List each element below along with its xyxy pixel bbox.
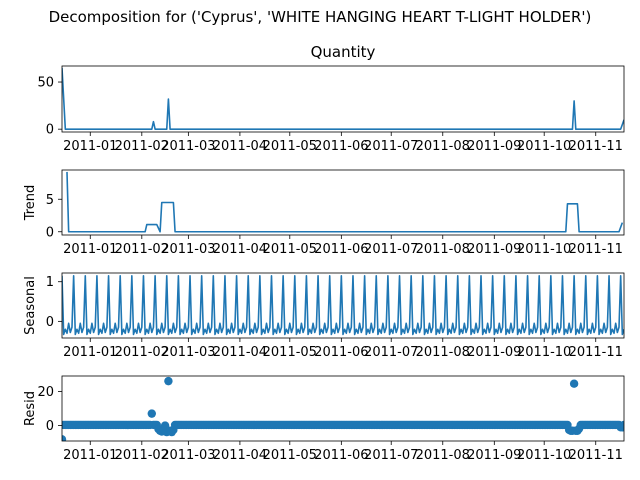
x-tick-label: 2011-04 bbox=[213, 242, 267, 257]
x-tick-label: 2011-09 bbox=[467, 242, 521, 257]
x-tick-label: 2011-04 bbox=[213, 448, 267, 463]
series-group bbox=[62, 67, 624, 130]
y-tick-label: 50 bbox=[37, 76, 54, 91]
trend-panel: Trend052011-012011-022011-032011-042011-… bbox=[23, 169, 625, 257]
x-tick-label: 2011-11 bbox=[569, 139, 623, 154]
axes-frame bbox=[61, 65, 625, 133]
x-tick-label: 2011-05 bbox=[263, 345, 317, 360]
x-tick-label: 2011-09 bbox=[467, 345, 521, 360]
x-tick-label: 2011-10 bbox=[517, 242, 571, 257]
resid-point bbox=[147, 409, 156, 418]
quantity-panel: Quantity0502011-012011-022011-032011-042… bbox=[37, 43, 625, 154]
resid-point bbox=[164, 376, 173, 386]
x-tick-label: 2011-04 bbox=[213, 139, 267, 154]
x-tick-label: 2011-02 bbox=[115, 345, 169, 360]
axes-frame bbox=[61, 375, 625, 442]
y-tick-label: 0 bbox=[46, 123, 54, 138]
x-tick-label: 2011-06 bbox=[314, 139, 368, 154]
series-group bbox=[66, 171, 624, 233]
resid-point bbox=[62, 435, 67, 441]
y-axis-label: Seasonal bbox=[23, 276, 38, 335]
x-tick-label: 2011-04 bbox=[213, 345, 267, 360]
x-tick-label: 2011-10 bbox=[517, 345, 571, 360]
x-tick-label: 2011-11 bbox=[569, 242, 623, 257]
y-tick-label: 5 bbox=[46, 193, 54, 208]
x-tick-label: 2011-01 bbox=[63, 139, 117, 154]
x-tick-label: 2011-11 bbox=[569, 345, 623, 360]
series-line bbox=[62, 274, 624, 336]
y-tick-label: 0 bbox=[46, 315, 54, 330]
x-tick-label: 2011-03 bbox=[161, 448, 215, 463]
x-tick-label: 2011-06 bbox=[314, 345, 368, 360]
x-tick-label: 2011-08 bbox=[416, 345, 470, 360]
resid-point bbox=[569, 379, 579, 388]
x-tick-label: 2011-07 bbox=[364, 345, 418, 360]
x-tick-label: 2011-02 bbox=[115, 139, 169, 154]
axes-frame bbox=[61, 272, 625, 339]
x-tick-label: 2011-09 bbox=[467, 448, 521, 463]
y-axis-label: Trend bbox=[23, 185, 38, 222]
x-tick-label: 2011-01 bbox=[63, 345, 117, 360]
x-tick-label: 2011-08 bbox=[416, 448, 470, 463]
series-group bbox=[62, 274, 624, 336]
x-tick-label: 2011-01 bbox=[63, 242, 117, 257]
x-tick-label: 2011-02 bbox=[115, 448, 169, 463]
x-tick-label: 2011-03 bbox=[161, 139, 215, 154]
x-tick-label: 2011-07 bbox=[364, 242, 418, 257]
x-tick-label: 2011-07 bbox=[364, 139, 418, 154]
y-tick-label: 20 bbox=[37, 385, 54, 400]
series-line bbox=[62, 67, 624, 130]
x-tick-label: 2011-03 bbox=[161, 242, 215, 257]
x-tick-label: 2011-07 bbox=[364, 448, 418, 463]
x-tick-label: 2011-08 bbox=[416, 242, 470, 257]
x-tick-label: 2011-09 bbox=[467, 139, 521, 154]
resid-panel: Resid0202011-012011-022011-032011-042011… bbox=[23, 375, 625, 463]
x-tick-label: 2011-11 bbox=[569, 448, 623, 463]
x-tick-label: 2011-08 bbox=[416, 139, 470, 154]
x-tick-label: 2011-05 bbox=[263, 242, 317, 257]
x-tick-label: 2011-01 bbox=[63, 448, 117, 463]
y-tick-label: 0 bbox=[46, 225, 54, 240]
panel-title: Quantity bbox=[311, 43, 376, 61]
x-tick-label: 2011-10 bbox=[517, 139, 571, 154]
series-group bbox=[62, 376, 624, 441]
series-line bbox=[66, 171, 624, 233]
y-axis-label: Resid bbox=[23, 391, 38, 426]
seasonal-panel: Seasonal 012011-012011-022011-032011-0420… bbox=[23, 272, 625, 360]
x-tick-label: 2011-05 bbox=[263, 139, 317, 154]
y-tick-label: 0 bbox=[46, 419, 54, 434]
resid-point bbox=[619, 420, 624, 430]
x-tick-label: 2011-05 bbox=[263, 448, 317, 463]
x-tick-label: 2011-03 bbox=[161, 345, 215, 360]
x-tick-label: 2011-10 bbox=[517, 448, 571, 463]
x-tick-label: 2011-06 bbox=[314, 242, 368, 257]
x-tick-label: 2011-02 bbox=[115, 242, 169, 257]
y-tick-label: 1 bbox=[46, 275, 54, 290]
figure-suptitle: Decomposition for ('Cyprus', 'WHITE HANG… bbox=[49, 8, 592, 26]
x-tick-label: 2011-06 bbox=[314, 448, 368, 463]
axes-frame bbox=[61, 169, 625, 236]
